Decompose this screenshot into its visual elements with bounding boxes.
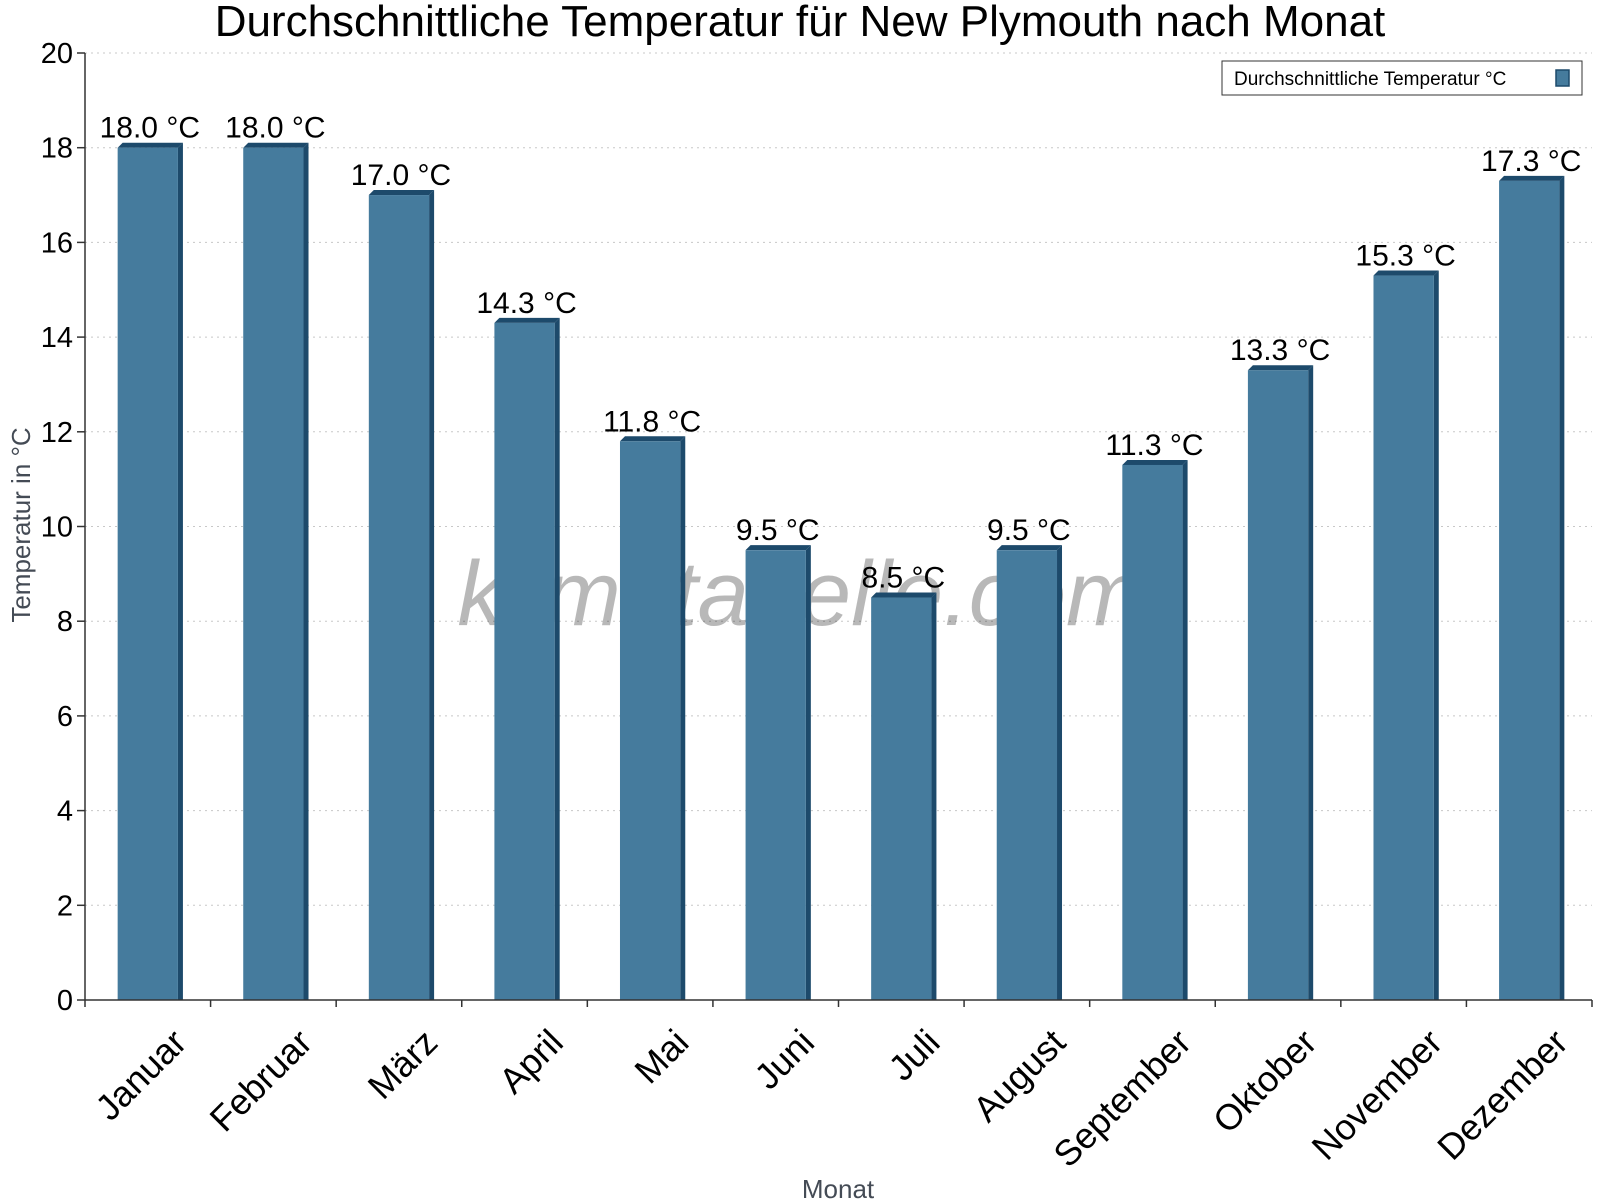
x-tick-label-6: Juni (746, 1021, 822, 1097)
x-tick-label-4: April (491, 1021, 571, 1101)
legend-box (1221, 60, 1583, 96)
data-label-3: 17.0 °C (351, 159, 451, 192)
bar-6 (745, 550, 806, 1000)
data-label-1: 18.0 °C (100, 112, 200, 145)
x-tick-label-1: Januar (87, 1021, 194, 1128)
y-tick-label-14: 14 (41, 322, 73, 354)
data-label-11: 15.3 °C (1355, 240, 1455, 273)
bar-side-7 (931, 592, 937, 1000)
bar-side-12 (1559, 175, 1565, 1001)
x-tick-label-11: November (1304, 1021, 1450, 1167)
bar-top-10 (1247, 365, 1314, 371)
y-tick-label-12: 12 (41, 417, 73, 449)
bar-side-4 (554, 317, 560, 1000)
bar-top-7 (871, 592, 937, 598)
x-axis-label: Monat (802, 1174, 875, 1200)
data-label-8: 9.5 °C (987, 514, 1071, 547)
bar-top-8 (996, 545, 1063, 551)
x-tick-label-5: Mai (626, 1021, 696, 1091)
bar-4 (494, 322, 555, 1000)
bar-side-3 (429, 190, 435, 1001)
bar-8 (996, 550, 1058, 1000)
x-tick-label-8: August (965, 1021, 1073, 1129)
bar-1 (117, 147, 178, 1000)
chart-title: Durchschnittliche Temperatur für New Ply… (215, 0, 1386, 46)
data-label-9: 11.3 °C (1105, 429, 1203, 462)
gridlines (85, 52, 1592, 906)
data-label-6: 9.5 °C (736, 514, 820, 547)
x-tick-label-9: September (1045, 1021, 1199, 1175)
data-label-10: 13.3 °C (1230, 334, 1330, 367)
bar-2 (243, 147, 304, 1000)
bar-top-5 (619, 436, 686, 442)
x-tick-label-10: Oktober (1205, 1021, 1325, 1141)
legend: Durchschnittliche Temperatur °C (1221, 60, 1583, 96)
legend-swatch (1555, 69, 1570, 87)
y-tick-label-8: 8 (57, 606, 73, 638)
y-tick-label-2: 2 (57, 890, 73, 922)
bar-side-8 (1057, 545, 1063, 1000)
bar-top-11 (1373, 270, 1439, 276)
x-tick-label-12: Dezember (1429, 1021, 1575, 1167)
y-tick-label-16: 16 (41, 227, 73, 259)
bar-12 (1499, 180, 1560, 1001)
bar-top-3 (368, 190, 435, 196)
bar-side-1 (177, 142, 183, 1000)
y-tick-label-10: 10 (41, 512, 73, 544)
bar-side-5 (680, 436, 686, 1000)
bar-3 (368, 195, 430, 1001)
bar-top-9 (1122, 459, 1188, 465)
x-tick-label-7: Juli (880, 1021, 947, 1088)
bar-7 (871, 597, 932, 1000)
bar-top-4 (494, 317, 560, 323)
bar-5 (619, 441, 681, 1000)
y-tick-label-0: 0 (57, 985, 73, 1017)
y-tick-label-6: 6 (57, 701, 73, 733)
bars (117, 142, 1565, 1001)
data-label-12: 17.3 °C (1481, 145, 1581, 178)
bar-side-2 (303, 142, 309, 1000)
y-tick-label-20: 20 (41, 38, 73, 70)
bar-11 (1373, 275, 1434, 1000)
bar-top-2 (243, 142, 309, 148)
data-label-7: 8.5 °C (861, 562, 945, 595)
bar-side-10 (1308, 365, 1314, 1000)
bar-side-11 (1433, 270, 1439, 1000)
bar-top-6 (745, 545, 811, 551)
y-axis-label: Temperatur in °C (6, 427, 36, 622)
y-tick-label-4: 4 (57, 796, 73, 828)
data-label-4: 14.3 °C (476, 287, 576, 320)
bar-side-6 (805, 545, 811, 1000)
bar-10 (1247, 370, 1309, 1000)
legend-label: Durchschnittliche Temperatur °C (1234, 69, 1506, 90)
data-label-5: 11.8 °C (603, 405, 701, 438)
x-tick-label-3: März (360, 1021, 446, 1107)
y-tick-label-18: 18 (41, 133, 73, 165)
bar-top-1 (117, 142, 183, 148)
bar-9 (1122, 464, 1183, 1000)
bar-top-12 (1499, 175, 1565, 181)
data-label-2: 18.0 °C (225, 112, 325, 145)
bar-side-9 (1182, 459, 1188, 1000)
data-labels: 18.0 °C 18.0 °C 17.0 °C 14.3 °C 11.8 °C 9.5 °… (100, 112, 1582, 595)
x-tick-label-2: Februar (202, 1021, 320, 1139)
